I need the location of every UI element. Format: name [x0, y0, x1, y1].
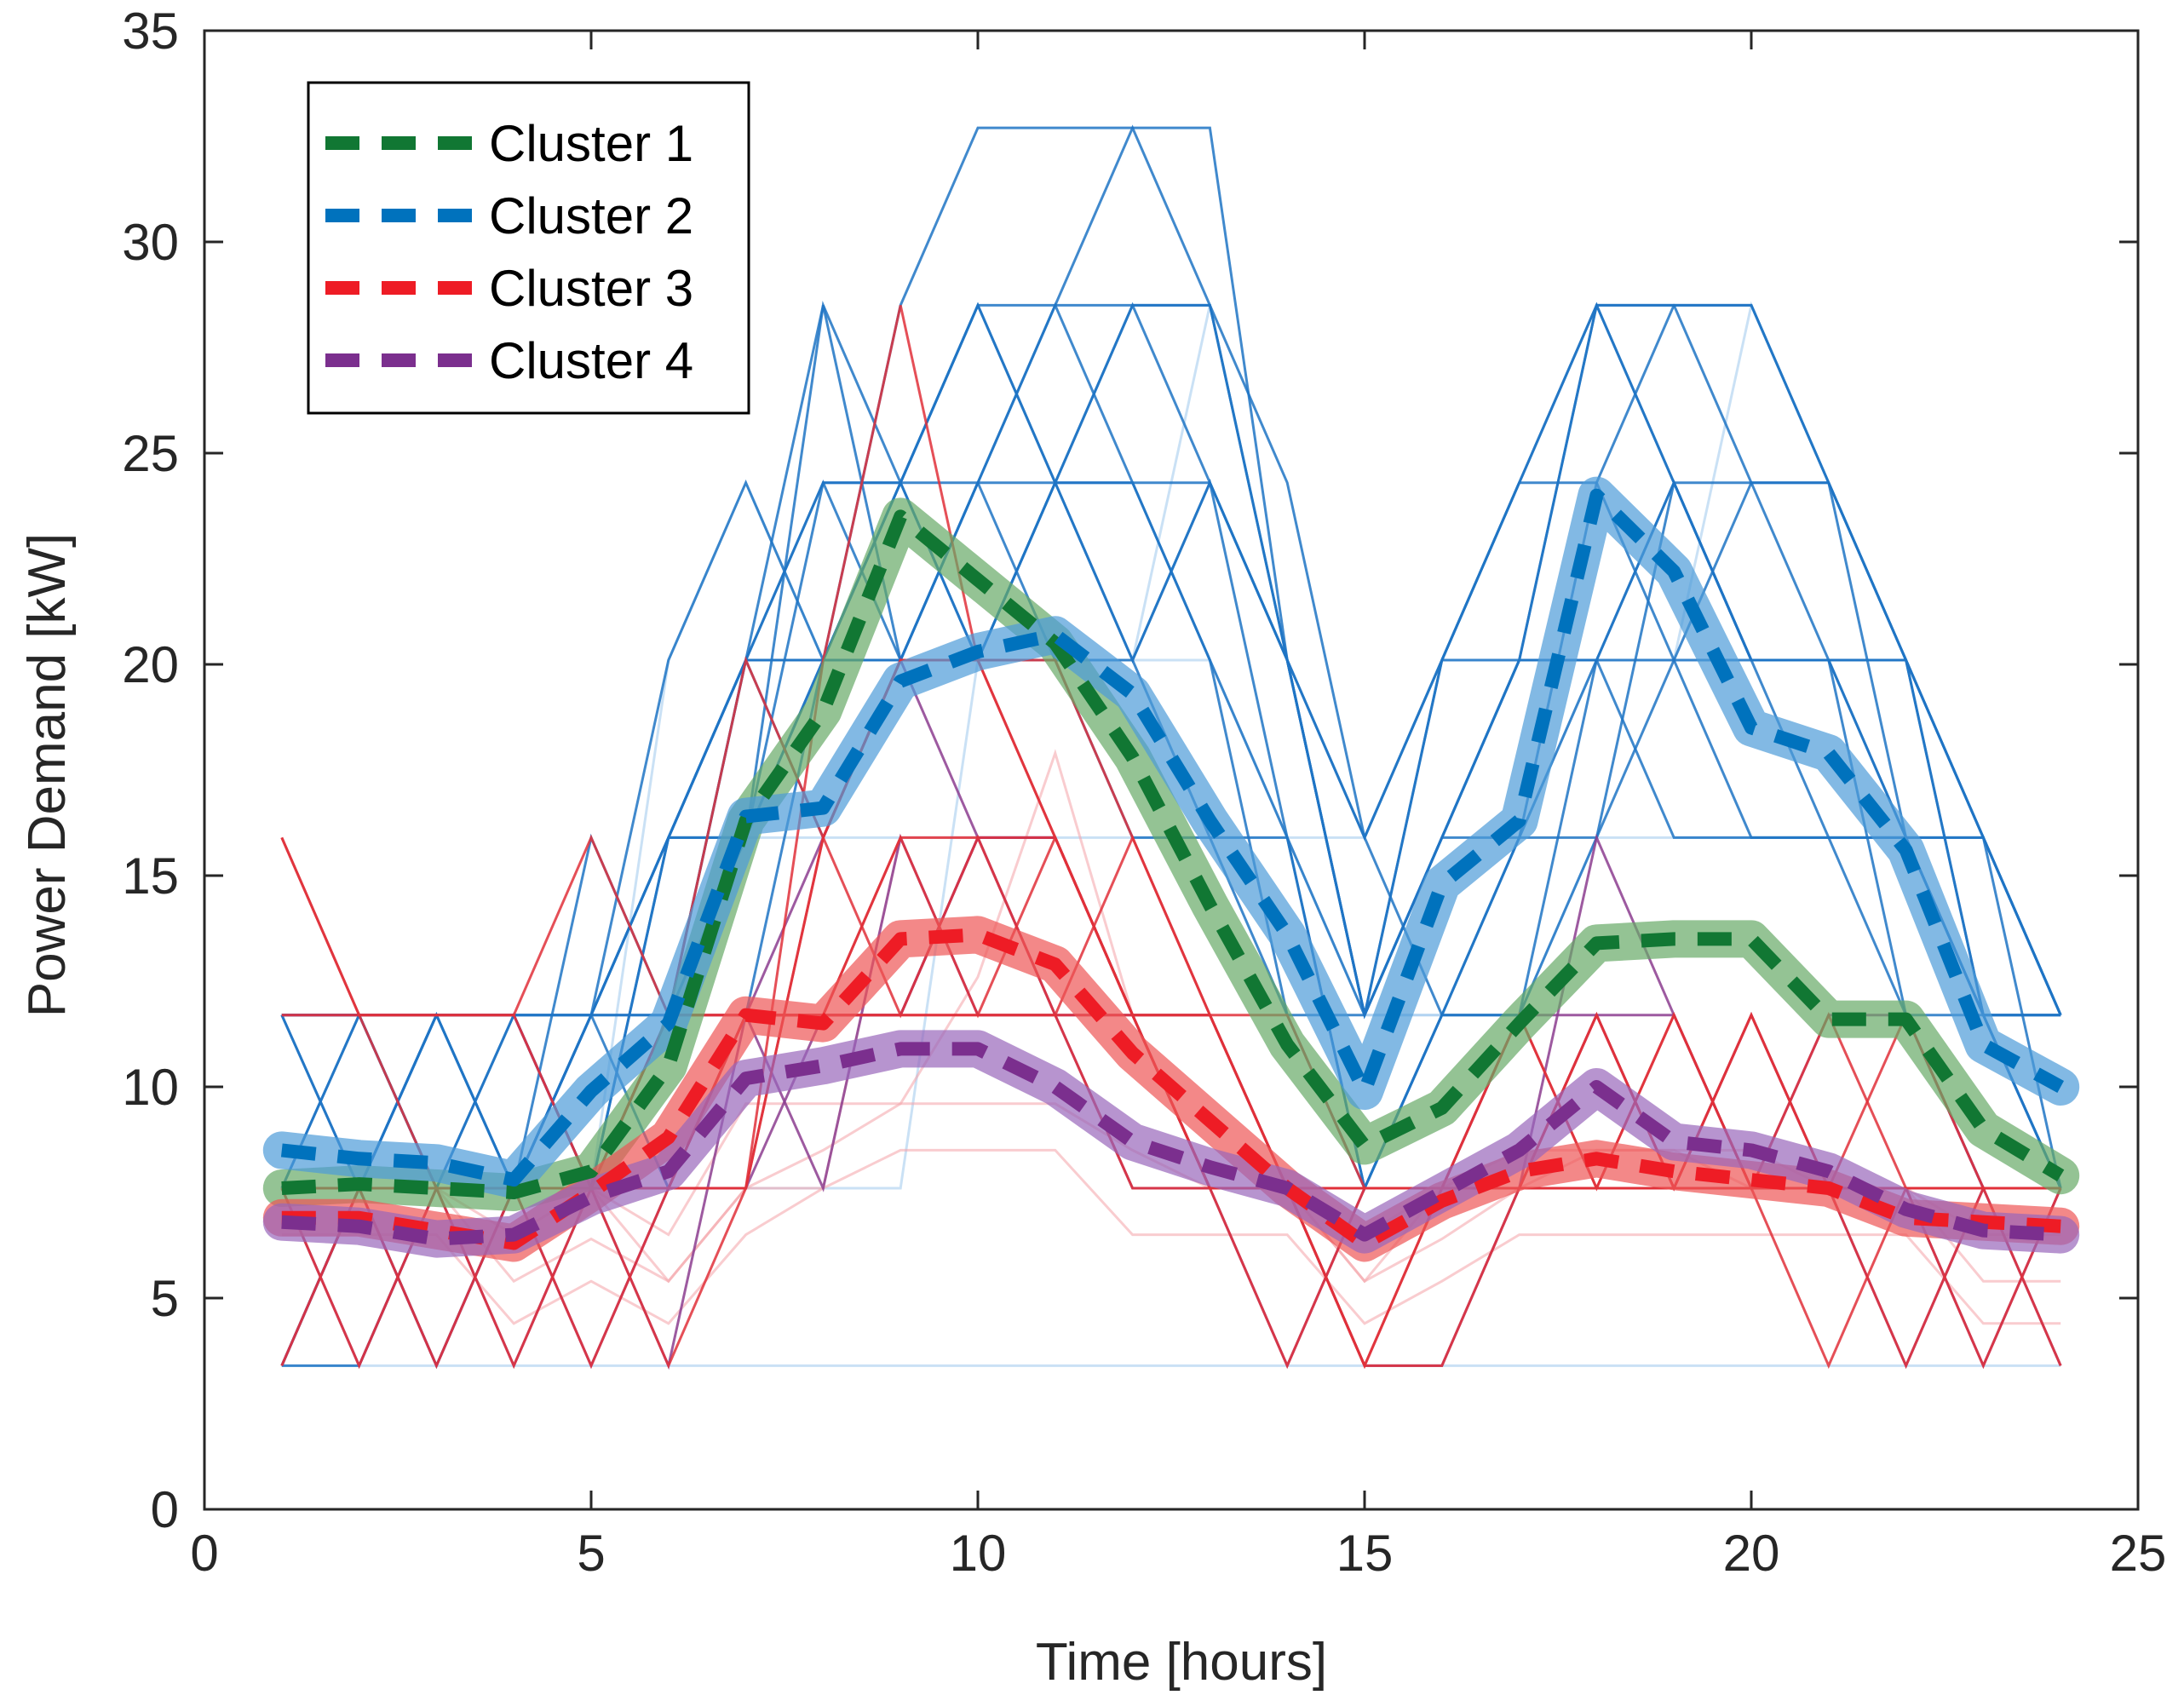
x-tick-label-5: 5 — [577, 1525, 605, 1582]
x-tick-label-20: 20 — [1723, 1525, 1780, 1582]
plot-frame — [203, 29, 2140, 1511]
legend-label-2: Cluster 2 — [489, 187, 693, 244]
y-tick-label-25: 25 — [122, 425, 179, 482]
cluster-mean-line-4 — [281, 1042, 2061, 1246]
legend: Cluster 1 Cluster 2 Cluster 3 Cluster 4 — [307, 81, 750, 415]
y-axis-ticks: 0 5 10 15 20 25 30 35 — [122, 3, 2138, 1538]
y-tick-label-35: 35 — [122, 3, 179, 60]
cluster-mean-lines — [280, 488, 2065, 1250]
x-tick-label-10: 10 — [950, 1525, 1007, 1582]
legend-label-4: Cluster 4 — [489, 332, 693, 389]
y-tick-label-10: 10 — [122, 1059, 179, 1116]
axes — [203, 29, 2140, 1511]
y-tick-label-20: 20 — [122, 636, 179, 693]
cluster-mean-line-1 — [281, 509, 2065, 1199]
x-axis-ticks: 0 5 10 15 20 25 — [190, 31, 2166, 1582]
x-tick-label-15: 15 — [1336, 1525, 1394, 1582]
y-tick-label-5: 5 — [151, 1270, 179, 1327]
y-axis-label: Power Demand [kW] — [18, 533, 77, 1018]
legend-label-1: Cluster 1 — [489, 115, 693, 172]
x-tick-label-0: 0 — [190, 1525, 218, 1582]
profile-line-blue-12 — [281, 126, 2062, 1190]
profile-line-faint_red-2 — [281, 1148, 2061, 1325]
profile-line-blue-10 — [281, 303, 2062, 1190]
cluster-band-2 — [262, 476, 2080, 1199]
x-axis-label: Time [hours] — [1036, 1633, 1327, 1692]
y-tick-label-30: 30 — [122, 214, 179, 271]
x-tick-label-25: 25 — [2110, 1525, 2167, 1582]
y-tick-label-15: 15 — [122, 848, 179, 905]
y-tick-label-0: 0 — [151, 1481, 179, 1538]
legend-label-3: Cluster 3 — [489, 260, 693, 317]
